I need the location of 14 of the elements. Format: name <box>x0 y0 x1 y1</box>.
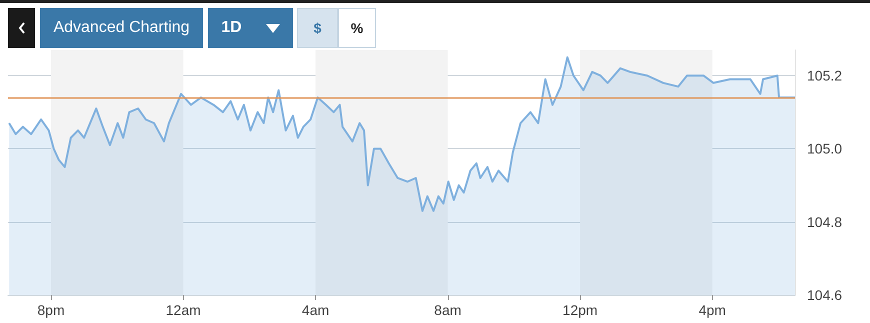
text: $ <box>297 8 338 48</box>
y-tick-label: 105.0 <box>807 140 842 157</box>
x-tick-label: 8pm <box>37 302 65 318</box>
text: Advanced Charting <box>40 8 203 48</box>
x-tick-label: 12am <box>166 302 201 318</box>
x-tick-label: 4am <box>302 302 330 318</box>
x-tick-label: 4pm <box>698 302 726 318</box>
text: 1D <box>221 19 242 37</box>
y-tick-label: 105.2 <box>807 68 842 84</box>
y-tick-label: 104.8 <box>807 214 842 230</box>
text: % <box>338 8 376 48</box>
y-tick-label: 104.6 <box>807 287 842 303</box>
x-tick-label: 12pm <box>562 302 598 318</box>
x-tick-label: 8am <box>434 302 462 318</box>
